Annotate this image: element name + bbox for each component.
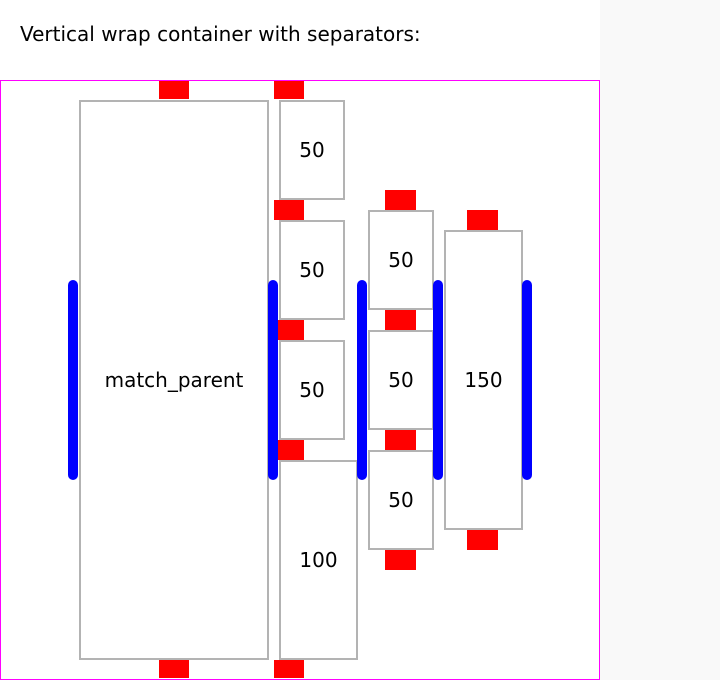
line-separator <box>268 280 278 480</box>
item-separator <box>159 81 189 99</box>
item-separator <box>385 430 416 450</box>
item-50: 50 <box>279 340 345 440</box>
page: Vertical wrap container with separators:… <box>0 22 600 680</box>
item-separator <box>274 81 304 99</box>
item-separator <box>385 550 416 570</box>
item-separator <box>467 210 498 230</box>
wrap-container: match_parent 50 50 50 100 50 50 <box>0 80 600 680</box>
line-separator <box>68 280 78 480</box>
item-label: 150 <box>464 368 503 392</box>
item-50: 50 <box>279 220 345 320</box>
item-separator <box>274 660 304 678</box>
item-label: 100 <box>299 548 338 572</box>
item-50: 50 <box>368 450 434 550</box>
item-50: 50 <box>368 330 434 430</box>
item-label: 50 <box>388 248 414 272</box>
item-label: 50 <box>299 258 325 282</box>
line-separator <box>433 280 443 480</box>
item-separator <box>467 530 498 550</box>
item-150: 150 <box>444 230 523 530</box>
line-separator <box>357 280 367 480</box>
item-separator <box>274 320 304 340</box>
item-separator <box>274 200 304 220</box>
line-separator <box>522 280 532 480</box>
page-title: Vertical wrap container with separators: <box>20 22 421 46</box>
item-label: 50 <box>388 368 414 392</box>
item-50: 50 <box>279 100 345 200</box>
item-label: 50 <box>388 488 414 512</box>
item-label: 50 <box>299 378 325 402</box>
item-separator <box>385 190 416 210</box>
item-100: 100 <box>279 460 358 660</box>
item-label: 50 <box>299 138 325 162</box>
item-separator <box>385 310 416 330</box>
match-parent-item: match_parent <box>79 100 269 660</box>
item-label: match_parent <box>104 368 244 392</box>
item-50: 50 <box>368 210 434 310</box>
item-separator <box>159 660 189 678</box>
item-separator <box>274 440 304 460</box>
